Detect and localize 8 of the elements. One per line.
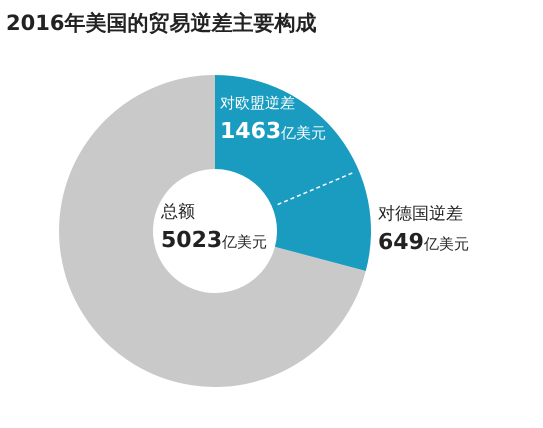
text: 649亿美元 xyxy=(378,230,469,255)
text: 总额 xyxy=(160,202,195,222)
chart-title: 2016年美国的贸易逆差主要构成 xyxy=(6,11,316,35)
text: 对德国逆差 xyxy=(378,204,463,224)
text: 5023亿美元 xyxy=(161,228,268,253)
slice-label: 对欧盟逆差 xyxy=(220,94,295,112)
donut-slice xyxy=(59,75,366,387)
data-label: 1463亿美元 xyxy=(220,119,326,144)
